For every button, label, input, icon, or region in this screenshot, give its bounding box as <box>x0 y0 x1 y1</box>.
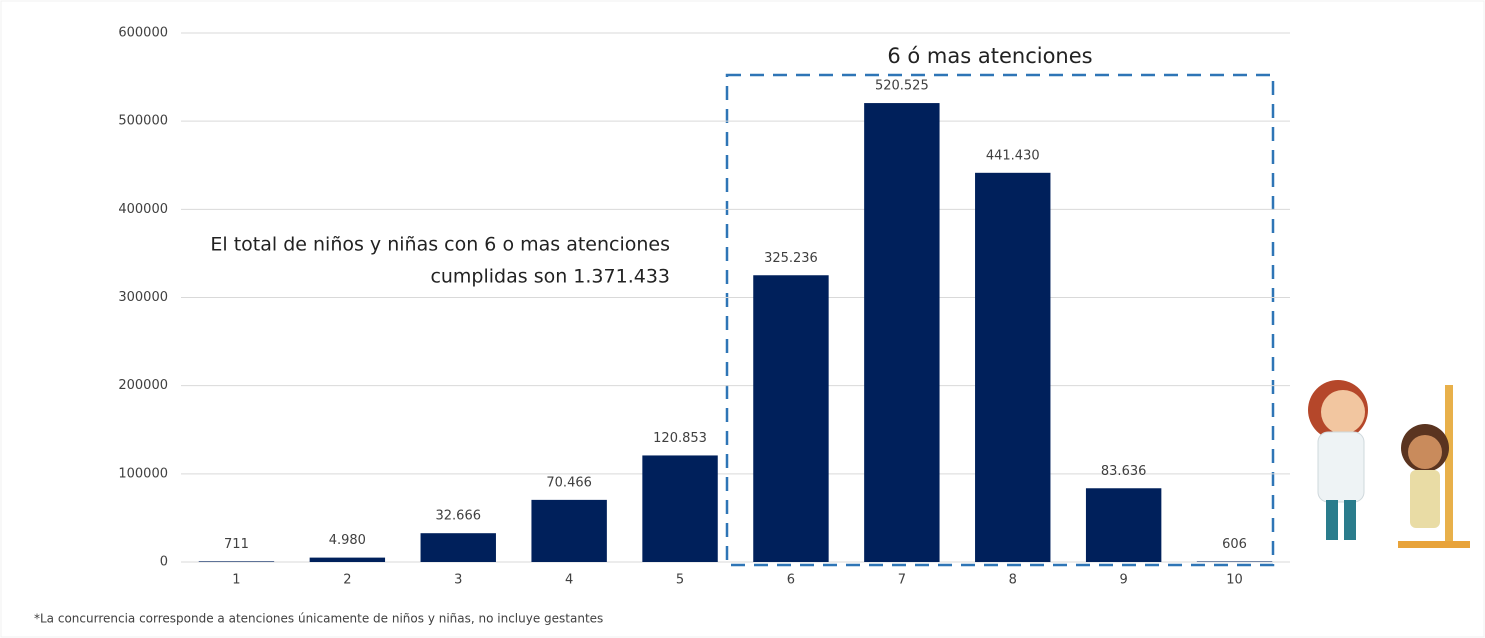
bar <box>1085 488 1162 562</box>
value-label: 325.236 <box>764 251 818 266</box>
bar <box>864 103 940 562</box>
x-tick-label: 7 <box>898 573 906 588</box>
illustration <box>1308 380 1470 548</box>
x-tick-label: 6 <box>787 573 795 588</box>
value-label: 70.466 <box>546 475 592 490</box>
value-label: 4.980 <box>329 533 366 548</box>
box-title: 6 ó mas atenciones <box>887 44 1092 68</box>
x-tick-label: 4 <box>565 573 573 588</box>
y-tick-label: 100000 <box>118 466 168 481</box>
x-tick-label: 10 <box>1226 573 1243 588</box>
x-tick-label: 8 <box>1009 573 1017 588</box>
y-tick-label: 0 <box>160 555 168 570</box>
doctor-coat <box>1317 431 1365 503</box>
value-label: 606 <box>1222 537 1247 552</box>
y-tick-label: 300000 <box>118 290 168 305</box>
x-tick-label: 5 <box>676 573 684 588</box>
y-tick-label: 500000 <box>118 114 168 129</box>
highlight-box <box>725 73 1275 567</box>
y-tick-label: 600000 <box>118 26 168 41</box>
doctor-face <box>1321 390 1365 434</box>
bar <box>420 533 496 562</box>
bar <box>753 275 829 562</box>
bar <box>309 557 386 562</box>
child-face <box>1408 435 1442 469</box>
bar <box>1196 561 1273 562</box>
y-tick-label: 400000 <box>118 202 168 217</box>
x-tick-label: 2 <box>343 573 351 588</box>
bar <box>642 455 718 562</box>
value-label: 520.525 <box>875 79 929 94</box>
annotation: El total de niños y niñas con 6 o mas at… <box>210 234 670 256</box>
doctor-leg <box>1326 500 1338 540</box>
x-tick-label: 1 <box>232 573 240 588</box>
value-label: 711 <box>224 537 249 552</box>
x-tick-label: 9 <box>1120 573 1128 588</box>
doctor-leg <box>1344 500 1356 540</box>
annotation: cumplidas son 1.371.433 <box>430 266 670 288</box>
footnote: *La concurrencia corresponde a atencione… <box>34 612 603 626</box>
value-label: 83.636 <box>1101 464 1147 479</box>
height-rule <box>1445 385 1453 545</box>
value-label: 32.666 <box>436 509 482 524</box>
value-label: 120.853 <box>653 431 707 446</box>
x-tick-label: 3 <box>454 573 462 588</box>
value-label: 441.430 <box>986 148 1040 163</box>
base <box>1398 541 1470 548</box>
bar <box>198 561 275 562</box>
y-tick-label: 200000 <box>118 378 168 393</box>
child-dress <box>1410 470 1440 528</box>
bar <box>975 172 1051 562</box>
bar <box>531 499 607 562</box>
